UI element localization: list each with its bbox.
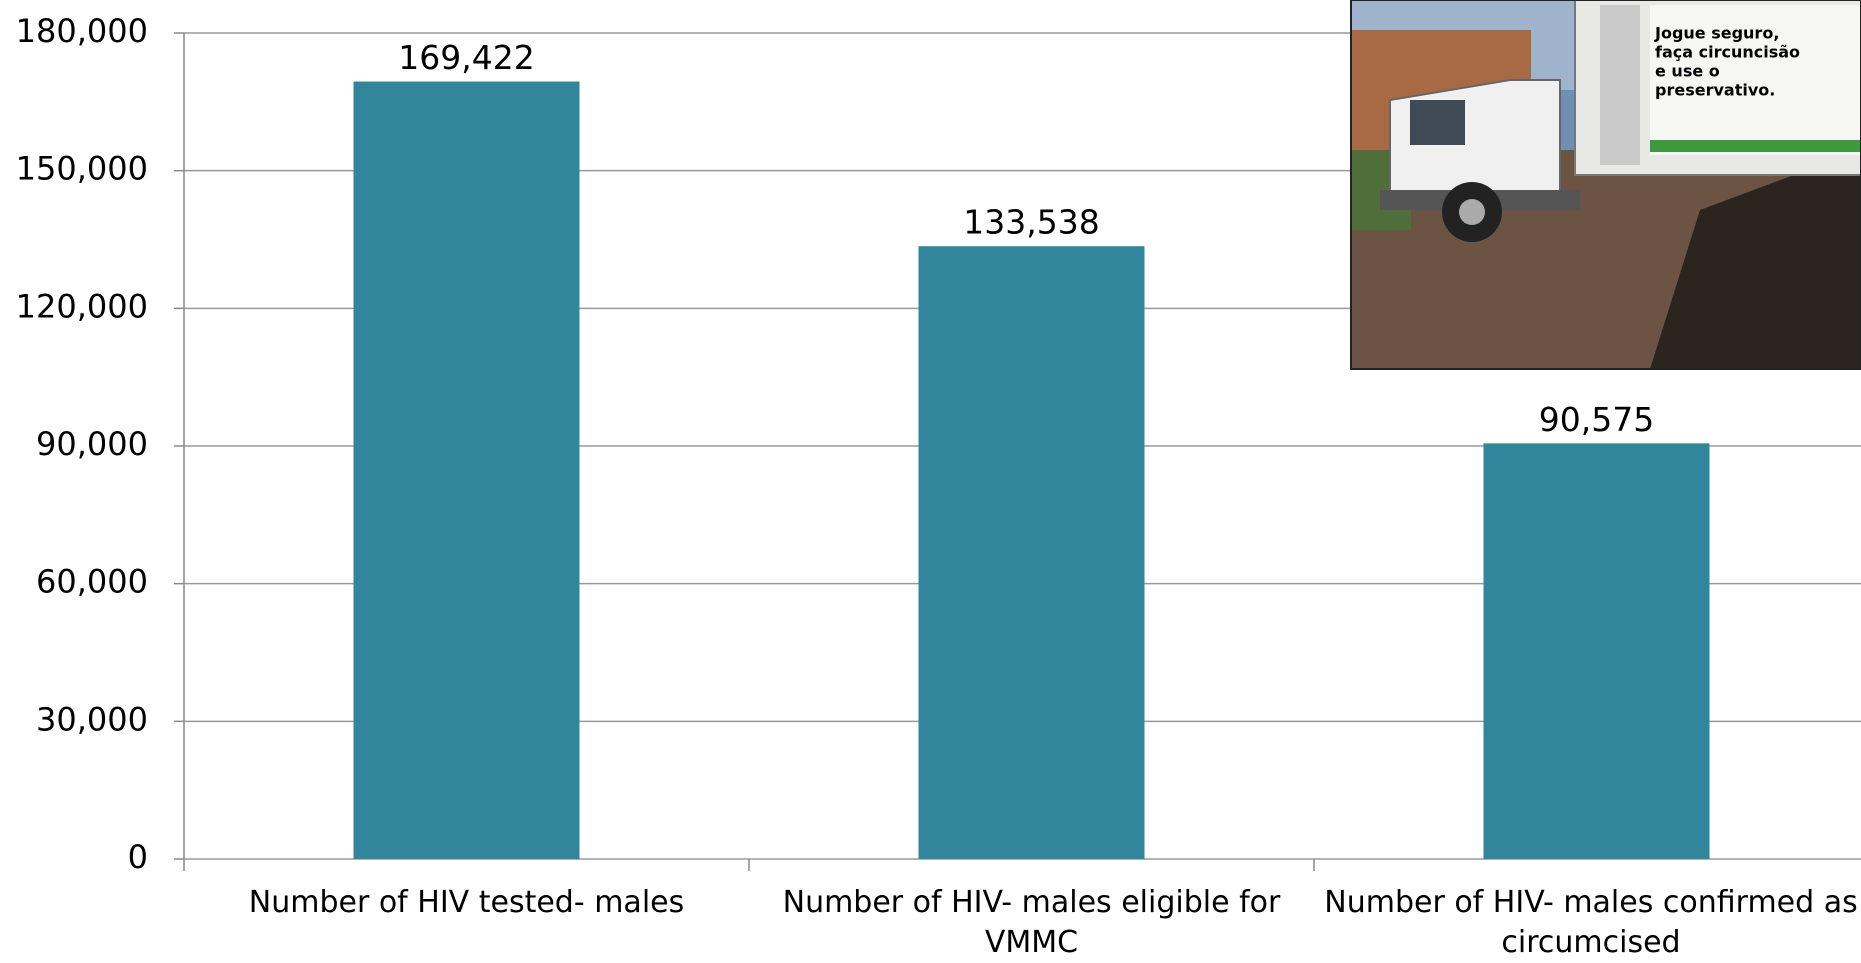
data-label: 90,575 <box>1539 400 1654 439</box>
bar <box>1483 443 1710 859</box>
x-tick-label: Number of HIV- males eligible for VMMC <box>782 885 1281 960</box>
bar <box>918 246 1145 859</box>
y-tick-label: 0 <box>128 838 148 876</box>
y-tick-label: 180,000 <box>16 12 148 50</box>
y-tick-label: 150,000 <box>16 150 148 188</box>
x-tick-label: Number of HIV- males confirmed as circum… <box>1324 885 1858 960</box>
bar <box>353 81 580 860</box>
data-label: 133,538 <box>963 203 1099 242</box>
sign-text: faça circuncisão <box>1655 43 1800 62</box>
y-tick-label: 120,000 <box>16 287 148 325</box>
y-tick-label: 60,000 <box>36 563 148 601</box>
y-tick-label: 90,000 <box>36 425 148 463</box>
data-label: 169,422 <box>398 38 534 77</box>
y-tick-label: 30,000 <box>36 700 148 738</box>
sign-text: preservativo. <box>1655 81 1775 100</box>
sign-text: e use o <box>1655 62 1720 81</box>
x-tick-label: Number of HIV tested- males <box>248 885 685 920</box>
sign-text: Jogue seguro, <box>1654 24 1779 43</box>
